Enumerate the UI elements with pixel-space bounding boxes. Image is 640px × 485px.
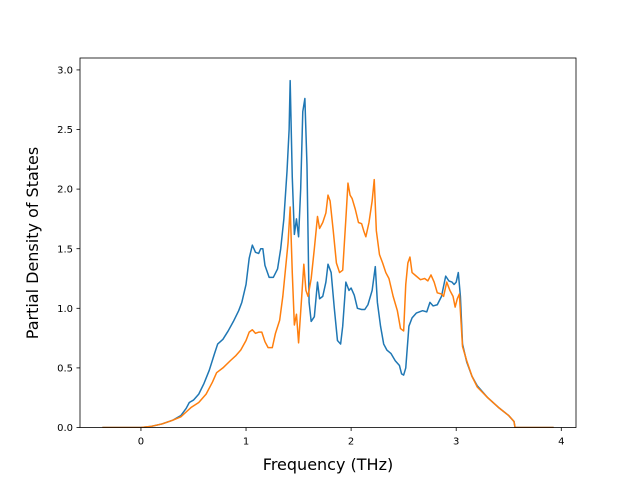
x-tick-label: 1	[243, 437, 249, 448]
y-tick-label: 2.5	[57, 125, 73, 136]
y-tick-label: 3.0	[57, 66, 73, 77]
y-axis-ticks: 0.0 0.5 1.0 1.5 2.0 2.5 3.0	[57, 66, 80, 434]
series-layer	[102, 79, 554, 428]
y-tick-label: 1.0	[57, 304, 73, 315]
y-axis-label: Partial Density of States	[23, 147, 42, 339]
y-tick-label: 2.0	[57, 185, 73, 196]
y-tick-label: 1.5	[57, 244, 73, 255]
y-tick-label: 0.0	[57, 423, 73, 434]
x-tick-label: 4	[558, 437, 564, 448]
x-tick-label: 2	[348, 437, 354, 448]
series-line-1	[102, 79, 554, 428]
x-tick-label: 0	[138, 437, 144, 448]
series-line-2	[102, 178, 554, 428]
x-axis-label: Frequency (THz)	[263, 455, 393, 474]
x-tick-label: 3	[453, 437, 459, 448]
plot-area-frame	[79, 57, 577, 428]
y-tick-label: 0.5	[57, 364, 73, 375]
x-axis-ticks: 0 1 2 3 4	[138, 427, 564, 448]
